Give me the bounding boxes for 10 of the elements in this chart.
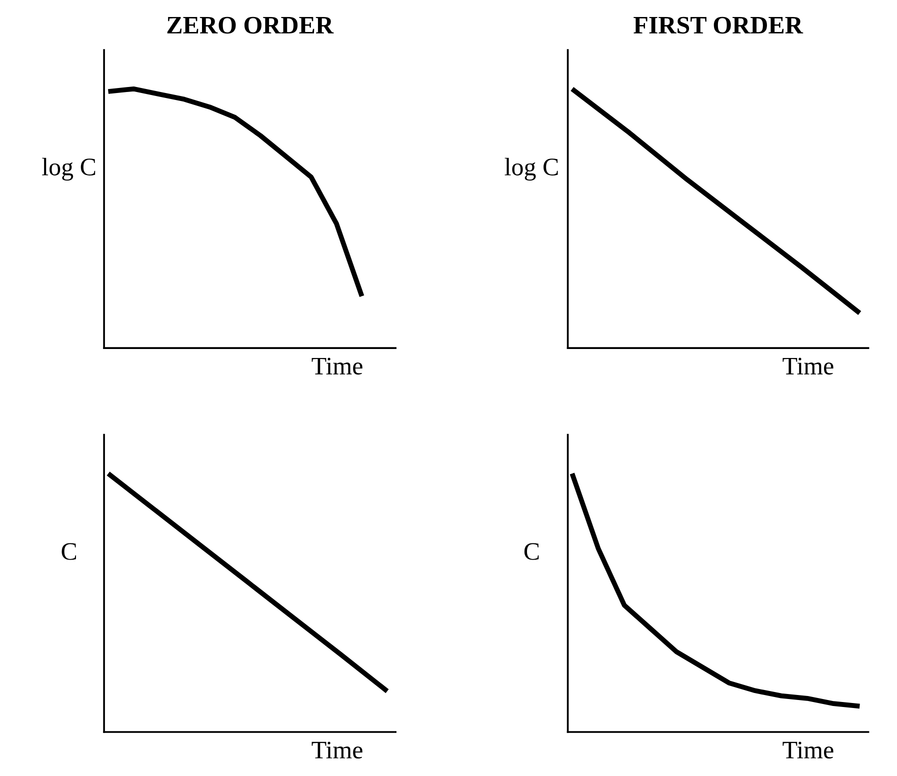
y-axis-title: C — [62, 543, 76, 560]
x-axis-title: Time — [312, 358, 362, 375]
x-axis-title: Time — [782, 742, 834, 759]
y-axis-title: log C — [42, 158, 96, 181]
chart-title: ZERO ORDER — [167, 16, 334, 34]
x-axis-title: Time — [312, 742, 362, 759]
chart-title: FIRST ORDER — [634, 16, 804, 34]
y-axis-title: log C — [504, 158, 558, 181]
x-axis-title: Time — [782, 358, 834, 375]
y-axis-title: C — [524, 543, 539, 560]
